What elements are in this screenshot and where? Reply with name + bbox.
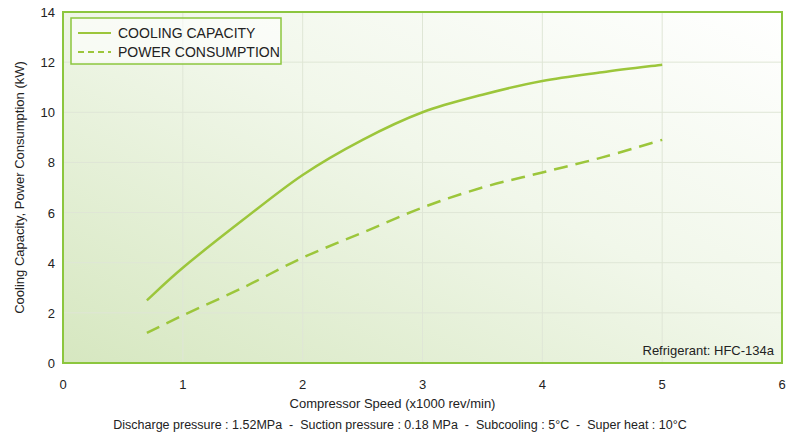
y-tick-label: 14 [41, 5, 55, 20]
footnote: Discharge pressure : 1.52MPa - Suction p… [113, 418, 686, 432]
x-tick-label: 5 [659, 377, 666, 392]
series-line [147, 65, 662, 301]
y-tick-label: 10 [41, 105, 55, 120]
x-axis-label: Compressor Speed (x1000 rev/min) [290, 396, 496, 411]
x-tick-label: 3 [419, 377, 426, 392]
grid-line-y [63, 312, 782, 313]
x-tick-label: 0 [59, 377, 66, 392]
legend-box [71, 18, 281, 64]
grid-line-x [542, 12, 543, 363]
x-tick-label: 4 [539, 377, 546, 392]
y-tick-label: 6 [48, 206, 55, 221]
grid-line-y [63, 212, 782, 213]
annotation: Refrigerant: HFC-134a [643, 343, 775, 358]
x-tick-label: 2 [299, 377, 306, 392]
legend-swatch [78, 51, 111, 53]
legend: COOLING CAPACITY POWER CONSUMPTION [71, 18, 281, 64]
legend-swatch [78, 32, 111, 34]
y-tick-label: 4 [48, 256, 55, 271]
y-tick-label: 12 [41, 55, 55, 70]
y-tick-label: 8 [48, 155, 55, 170]
y-tick-label: 0 [48, 356, 55, 371]
x-tick-label: 1 [179, 377, 186, 392]
series-line [147, 140, 662, 333]
legend-label: POWER CONSUMPTION [118, 44, 280, 60]
chart: 012345602468101214COOLING CAPACITYPOWER … [0, 0, 800, 436]
grid-line-x [302, 12, 303, 363]
plot-frame [63, 12, 782, 363]
grid-line-x [422, 12, 423, 363]
grid-line-y [63, 262, 782, 263]
y-axis-label: Cooling Capacity, Power Consumption (kW) [12, 61, 27, 314]
legend-label: COOLING CAPACITY [118, 25, 256, 41]
plot-background [63, 12, 782, 363]
y-tick-label: 2 [48, 306, 55, 321]
x-tick-label: 6 [778, 377, 785, 392]
series-group [147, 65, 662, 333]
grid-line-y [63, 162, 782, 163]
